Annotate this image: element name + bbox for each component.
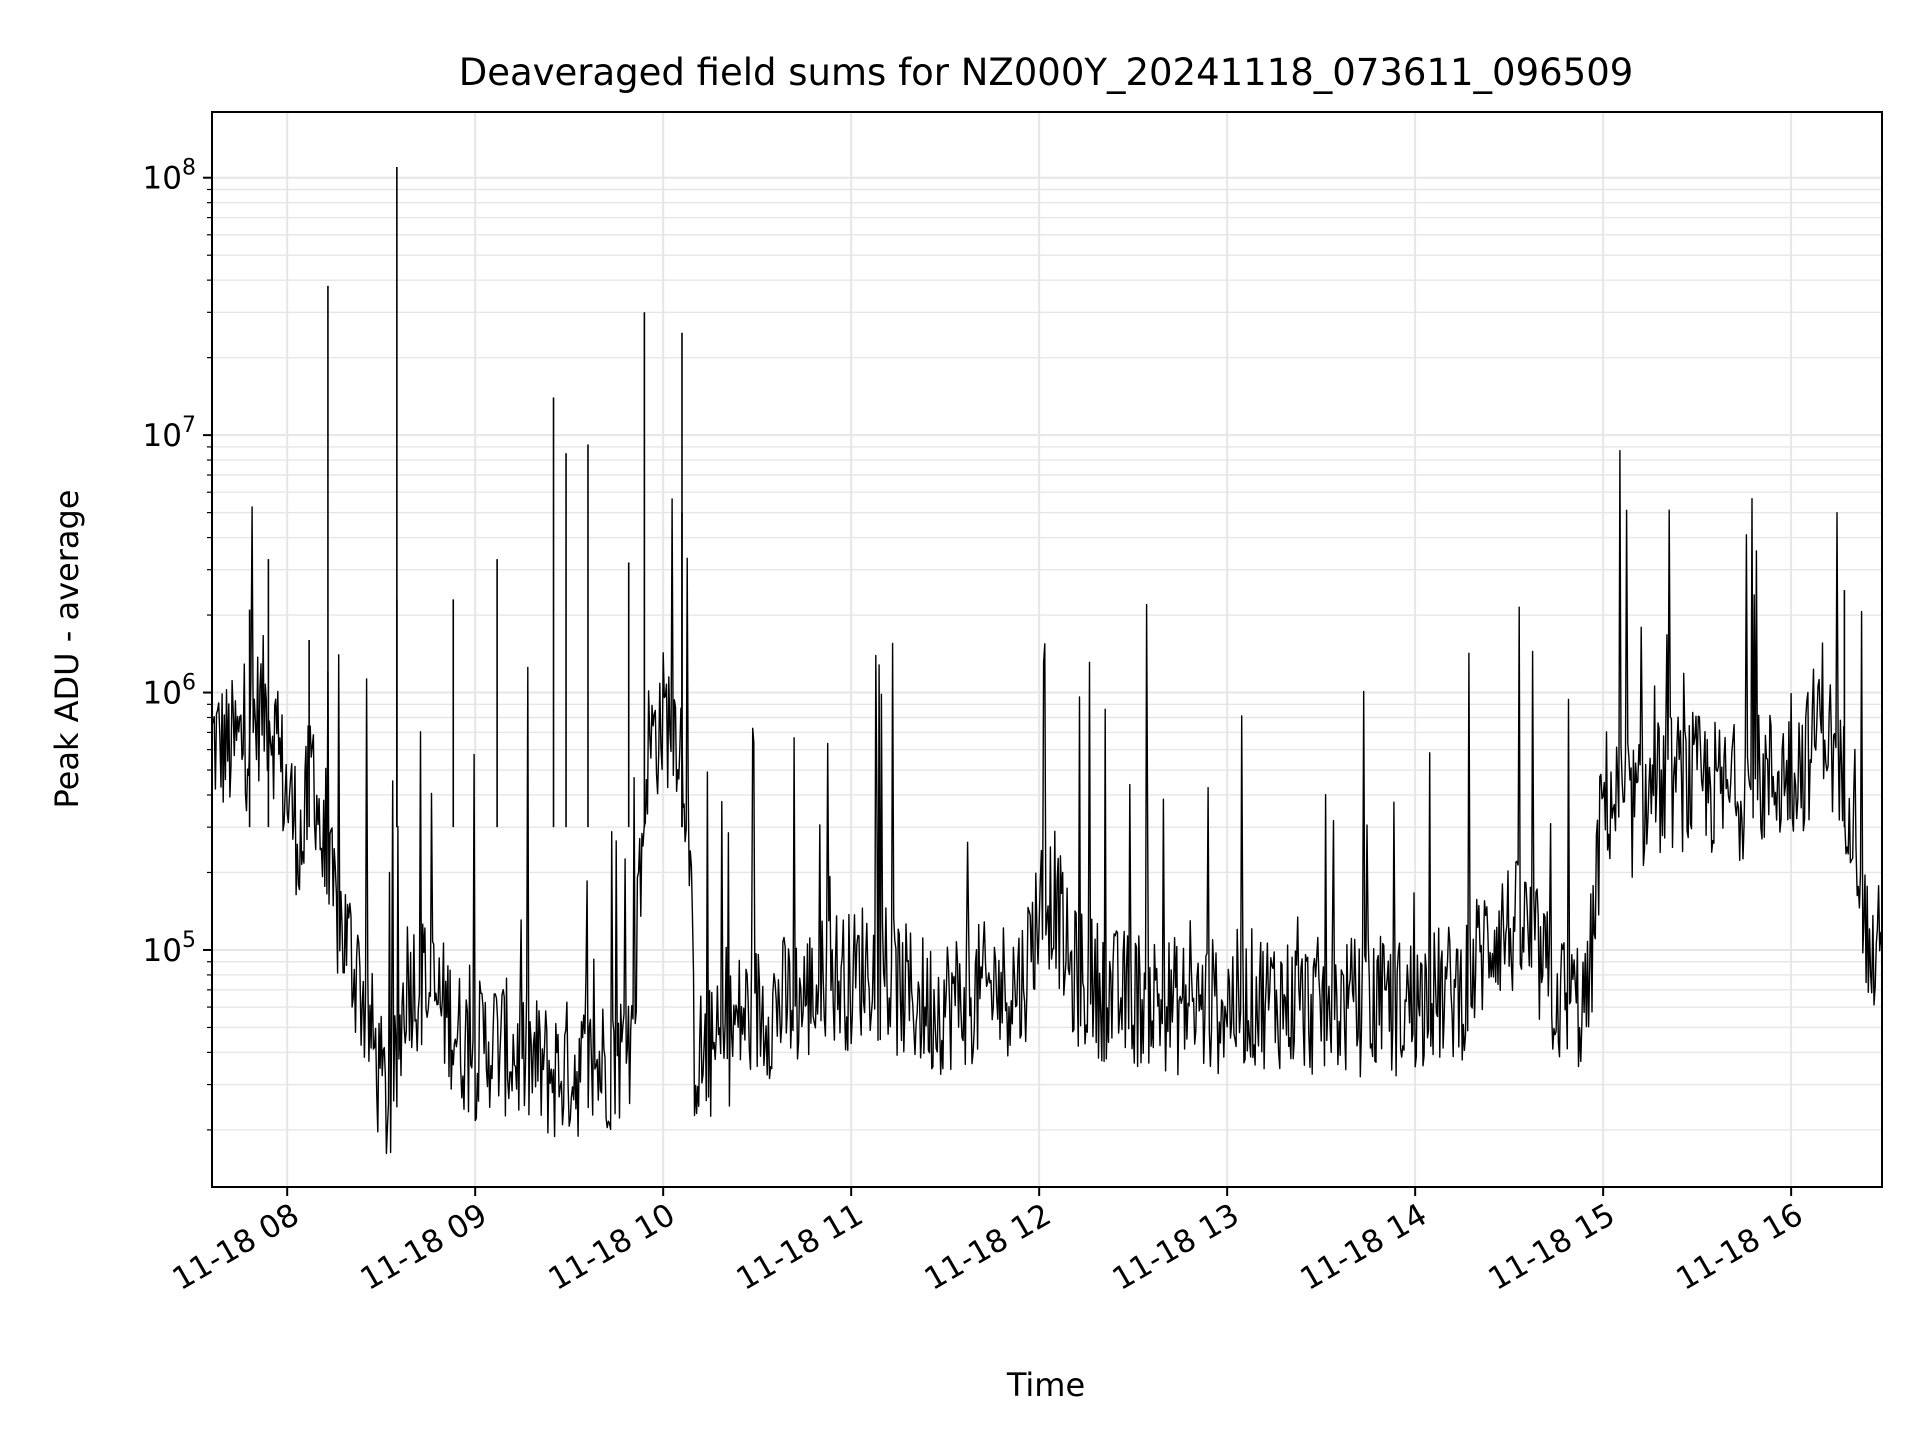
plot-frame	[211, 111, 1883, 1188]
x-axis-label: Time	[1006, 1366, 1085, 1404]
y-axis-ticks: 105 106 107 108	[143, 156, 212, 1131]
series-line	[212, 450, 1882, 1155]
y-tick-label: 106	[143, 671, 196, 712]
y-tick-label: 108	[143, 156, 196, 197]
y-tick-label: 107	[143, 413, 196, 454]
chart-title: Deaveraged field sums for NZ000Y_2024111…	[459, 51, 1634, 94]
y-tick-label: 105	[143, 928, 196, 969]
peak-spikes	[248, 167, 1846, 828]
plot-area	[212, 167, 1882, 1155]
y-axis-label: Peak ADU - average	[48, 490, 86, 809]
